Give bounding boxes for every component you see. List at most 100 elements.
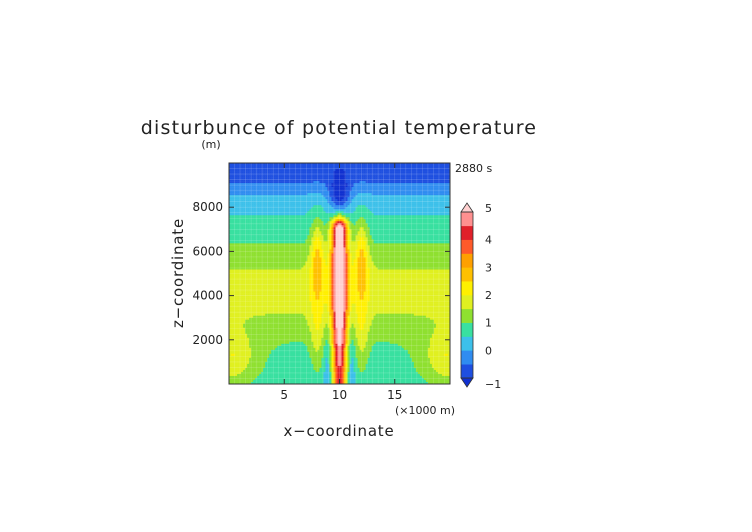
heatmap-cell bbox=[357, 203, 360, 206]
heatmap-cell bbox=[271, 169, 274, 172]
heatmap-cell bbox=[381, 219, 384, 222]
heatmap-cell bbox=[283, 181, 286, 184]
heatmap-cell bbox=[271, 245, 274, 248]
heatmap-cell bbox=[359, 243, 362, 246]
heatmap-cell bbox=[377, 245, 380, 248]
heatmap-cell bbox=[337, 175, 340, 178]
heatmap-cell bbox=[327, 169, 330, 172]
heatmap-cell bbox=[437, 173, 441, 176]
heatmap-cell bbox=[241, 247, 244, 250]
heatmap-cell bbox=[341, 203, 344, 206]
heatmap-cell bbox=[333, 179, 336, 182]
heatmap-cell bbox=[293, 237, 296, 240]
heatmap-cell bbox=[293, 165, 296, 168]
heatmap-cell bbox=[233, 173, 236, 176]
heatmap-cell bbox=[329, 201, 332, 204]
heatmap-cell bbox=[391, 173, 394, 176]
heatmap-cell bbox=[405, 193, 409, 196]
heatmap-cell bbox=[293, 221, 296, 224]
heatmap-cell bbox=[229, 191, 232, 194]
heatmap-cell bbox=[403, 187, 407, 190]
heatmap-cell bbox=[393, 195, 397, 198]
heatmap-cell bbox=[247, 227, 250, 230]
heatmap-cell bbox=[439, 249, 443, 252]
heatmap-cell bbox=[241, 177, 244, 180]
heatmap-cell bbox=[421, 189, 425, 192]
heatmap-cell bbox=[363, 223, 366, 226]
heatmap-cell bbox=[251, 213, 254, 216]
heatmap-cell bbox=[445, 249, 449, 252]
heatmap-cell bbox=[295, 195, 298, 198]
heatmap-cell bbox=[357, 191, 360, 194]
heatmap-cell bbox=[279, 167, 282, 170]
heatmap-cell bbox=[275, 253, 278, 256]
heatmap-cell bbox=[325, 237, 328, 240]
heatmap-cell bbox=[249, 167, 252, 170]
heatmap-cell bbox=[355, 211, 358, 214]
heatmap-cell bbox=[413, 217, 417, 220]
heatmap-cell bbox=[255, 227, 258, 230]
heatmap-cell bbox=[229, 249, 232, 252]
heatmap-cell bbox=[359, 233, 362, 236]
heatmap-cell bbox=[389, 247, 392, 250]
heatmap-cell bbox=[343, 169, 346, 172]
heatmap-cell bbox=[377, 173, 380, 176]
heatmap-cell bbox=[359, 219, 362, 222]
heatmap-cell bbox=[411, 215, 415, 218]
heatmap-cell bbox=[393, 225, 397, 228]
heatmap-cell bbox=[433, 177, 437, 180]
heatmap-cell bbox=[367, 227, 370, 230]
heatmap-cell bbox=[403, 243, 407, 246]
heatmap-cell bbox=[319, 175, 322, 178]
heatmap-cell bbox=[261, 207, 264, 210]
heatmap-cell bbox=[427, 191, 431, 194]
heatmap-cell bbox=[241, 163, 244, 166]
heatmap-cell bbox=[323, 205, 326, 208]
heatmap-cell bbox=[363, 203, 366, 206]
heatmap-cell bbox=[425, 165, 429, 168]
heatmap-cell bbox=[389, 241, 392, 244]
heatmap-cell bbox=[295, 239, 298, 242]
heatmap-cell bbox=[313, 181, 316, 184]
heatmap-cell bbox=[231, 167, 234, 170]
heatmap-cell bbox=[419, 201, 423, 204]
heatmap-cell bbox=[297, 191, 300, 194]
heatmap-cell bbox=[251, 247, 254, 250]
heatmap-cell bbox=[447, 207, 451, 210]
heatmap-cell bbox=[349, 209, 352, 212]
heatmap-cell bbox=[353, 171, 356, 174]
heatmap-cell bbox=[345, 241, 348, 244]
heatmap-cell bbox=[265, 163, 268, 166]
heatmap-cell bbox=[277, 197, 280, 200]
heatmap-cell bbox=[249, 223, 252, 226]
heatmap-cell bbox=[357, 247, 360, 250]
heatmap-cell bbox=[249, 231, 252, 234]
heatmap-cell bbox=[409, 165, 413, 168]
heatmap-cell bbox=[301, 171, 304, 174]
heatmap-cell bbox=[371, 197, 374, 200]
heatmap-cell bbox=[263, 241, 266, 244]
heatmap-cell bbox=[295, 167, 298, 170]
heatmap-cell bbox=[277, 239, 280, 242]
heatmap-cell bbox=[269, 171, 272, 174]
heatmap-cell bbox=[359, 199, 362, 202]
heatmap-cell bbox=[407, 169, 411, 172]
heatmap-cell bbox=[427, 205, 431, 208]
heatmap-cell bbox=[395, 195, 399, 198]
heatmap-cell bbox=[361, 247, 364, 250]
heatmap-cell bbox=[233, 219, 236, 222]
heatmap-cell bbox=[233, 235, 236, 238]
heatmap-cell bbox=[435, 183, 439, 186]
heatmap-cell bbox=[363, 219, 366, 222]
heatmap-cell bbox=[349, 181, 352, 184]
heatmap-cell bbox=[403, 215, 407, 218]
heatmap-cell bbox=[419, 219, 423, 222]
heatmap-cell bbox=[341, 233, 344, 236]
heatmap-cell bbox=[417, 201, 421, 204]
heatmap-cell bbox=[313, 177, 316, 180]
heatmap-cell bbox=[419, 251, 423, 254]
heatmap-cell bbox=[443, 247, 447, 250]
heatmap-cell bbox=[311, 205, 314, 208]
heatmap-cell bbox=[247, 163, 250, 166]
heatmap-cell bbox=[321, 209, 324, 212]
